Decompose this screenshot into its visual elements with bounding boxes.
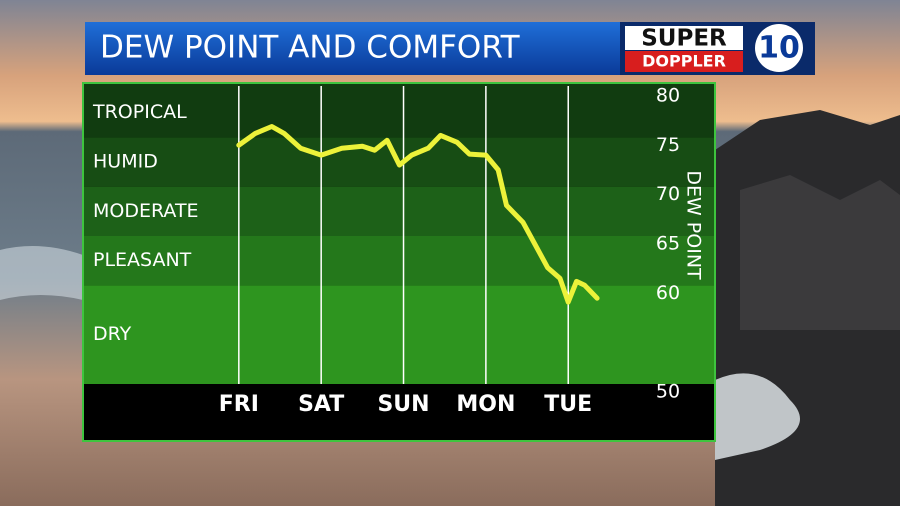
comfort-band xyxy=(84,186,714,236)
x-tick-label: FRI xyxy=(219,392,259,417)
comfort-label: DRY xyxy=(93,323,132,345)
comfort-band xyxy=(84,285,714,384)
y-tick-label: 80 xyxy=(656,85,680,107)
comfort-label: TROPICAL xyxy=(92,101,187,123)
y-tick-label: 60 xyxy=(656,282,680,304)
wave xyxy=(0,246,83,300)
comfort-label: MODERATE xyxy=(93,200,199,222)
y-tick-label: 65 xyxy=(656,233,680,255)
x-tick-label: MON xyxy=(456,392,515,417)
x-tick-label: SUN xyxy=(377,392,429,417)
chart-title: DEW POINT AND COMFORT xyxy=(100,30,521,66)
logo-circle xyxy=(755,24,803,72)
y-tick-label: 70 xyxy=(656,183,680,205)
title-banner xyxy=(85,22,620,75)
logo-text: SUPER xyxy=(641,26,727,52)
data-line xyxy=(236,124,600,305)
comfort-label: PLEASANT xyxy=(93,249,192,271)
y-tick-label: 75 xyxy=(656,134,680,156)
comfort-label: HUMID xyxy=(93,151,158,173)
logo-number: 10 xyxy=(758,31,800,66)
logo-text: DOPPLER xyxy=(642,52,726,71)
rocks xyxy=(740,175,900,330)
y-axis-label: DEW POINT xyxy=(683,170,705,280)
foam xyxy=(715,373,800,460)
logo-top xyxy=(625,26,743,50)
logo-bottom xyxy=(625,51,743,72)
comfort-band xyxy=(84,84,714,138)
comfort-band xyxy=(84,236,714,286)
x-tick-label: TUE xyxy=(544,392,592,417)
x-tick-label: SAT xyxy=(298,392,344,417)
y-tick-label: 50 xyxy=(656,381,680,403)
